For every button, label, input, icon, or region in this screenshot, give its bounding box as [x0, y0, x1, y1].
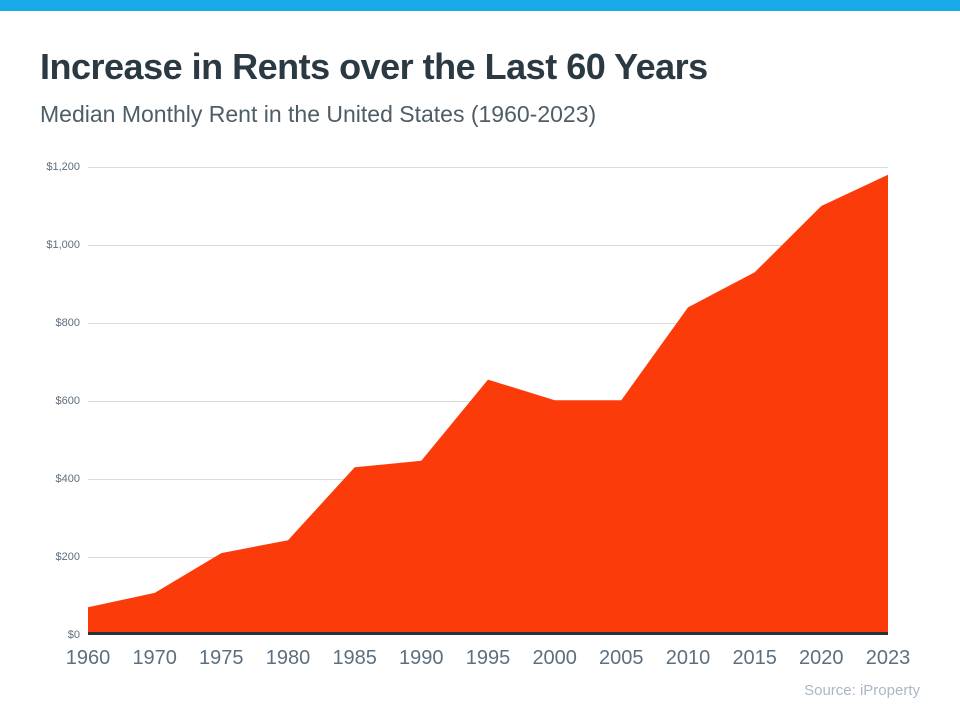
x-axis-label: 1960	[65, 647, 111, 669]
area-series-svg	[88, 174, 888, 635]
page-subtitle: Median Monthly Rent in the United States…	[40, 101, 597, 127]
x-axis-label: 1975	[199, 647, 244, 669]
y-axis-tick-label: $200	[55, 551, 80, 563]
accent-bar	[0, 0, 960, 11]
x-axis-label: 2000	[532, 647, 577, 669]
x-axis-label: 1970	[132, 647, 177, 669]
source-attribution: Source: iProperty	[804, 682, 920, 699]
rent-area-series	[88, 174, 888, 635]
y-axis-tick-label: $0	[67, 629, 80, 641]
plot-area	[88, 167, 888, 635]
x-axis-baseline	[88, 632, 888, 635]
gridline	[88, 167, 888, 168]
y-axis-tick-label: $1,000	[46, 239, 80, 251]
x-axis-label: 1990	[399, 647, 444, 669]
page-title: Increase in Rents over the Last 60 Years	[40, 46, 708, 87]
x-axis-label: 2015	[732, 647, 777, 669]
x-axis-label: 1995	[465, 647, 511, 669]
x-axis: 1960 1970 1975 1980 1985 1990 1995 2000 2005 2010…	[66, 647, 911, 673]
y-axis: $0 $200 $400 $600 $800 $1,000 $1,200	[0, 0, 80, 720]
y-axis-tick-label: $400	[55, 473, 80, 485]
y-axis-tick-label: $600	[55, 395, 80, 407]
gridline	[88, 323, 888, 324]
x-axis-label: 2023	[865, 647, 911, 669]
x-axis-label: 1985	[332, 647, 377, 669]
y-axis-tick-label: $1,200	[46, 161, 80, 173]
x-axis-label: 2005	[599, 647, 644, 669]
x-axis-label: 2020	[799, 647, 844, 669]
y-axis-tick-label: $800	[55, 317, 80, 329]
x-axis-label: 1980	[265, 647, 311, 669]
gridline	[88, 245, 888, 246]
x-axis-label: 2010	[665, 647, 711, 669]
